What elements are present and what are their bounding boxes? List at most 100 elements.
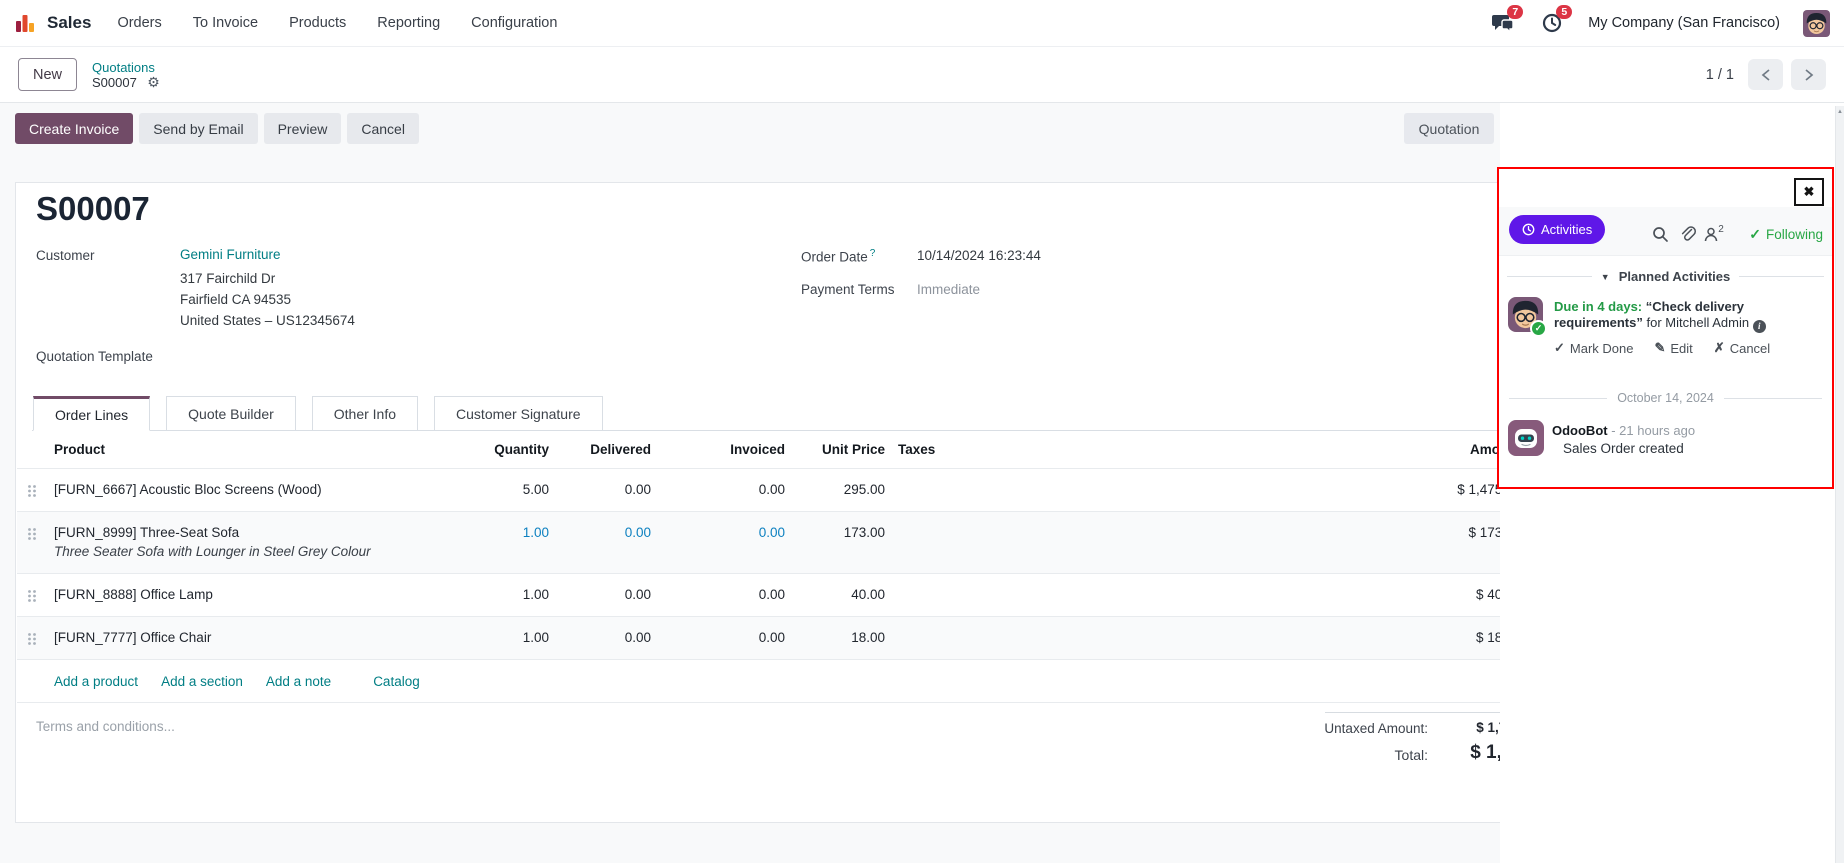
amount-cell: $ 40.00 (1475, 587, 1521, 602)
chatter-icons: 2 ✓ Following (1647, 219, 1823, 249)
nav-item-reporting[interactable]: Reporting (377, 15, 441, 31)
mark-done-button[interactable]: ✓ Mark Done (1554, 340, 1634, 356)
chatter-panel: ✖ Activities 2 ✓ Following ▼ Planned Act… (1497, 167, 1834, 489)
activities-clock-icon[interactable]: 5 (1539, 5, 1573, 36)
taxes-cell[interactable] (885, 469, 1037, 493)
edit-button[interactable]: ✎ Edit (1654, 340, 1693, 356)
stage-badge-quotation[interactable]: Quotation (1404, 113, 1494, 144)
planned-activities-header[interactable]: ▼ Planned Activities (1507, 269, 1825, 284)
activity-summary: Due in 4 days: “Check delivery requireme… (1554, 299, 1818, 333)
product-cell[interactable]: [FURN_7777] Office Chair (54, 630, 212, 645)
unit-price-cell[interactable]: 40.00 (851, 587, 885, 602)
following-button[interactable]: ✓ Following (1749, 225, 1823, 242)
invoiced-cell[interactable]: 0.00 (758, 525, 785, 540)
search-icon[interactable] (1647, 222, 1674, 246)
scroll-up-icon[interactable]: ▲ (1837, 109, 1843, 115)
delivered-cell[interactable]: 0.00 (624, 630, 651, 645)
table-footer-links: Add a product Add a section Add a note C… (17, 660, 1841, 703)
pager: 1 / 1 (1706, 59, 1826, 90)
message-author[interactable]: OdooBot (1552, 423, 1608, 438)
invoiced-cell[interactable]: 0.00 (758, 482, 785, 497)
nav-item-orders[interactable]: Orders (117, 15, 162, 31)
activity-due: Due in 4 days: (1554, 299, 1643, 314)
activity-actions: ✓ Mark Done ✎ Edit ✗ Cancel (1554, 340, 1770, 356)
delivered-cell[interactable]: 0.00 (624, 482, 651, 497)
unit-price-cell[interactable]: 295.00 (843, 482, 885, 497)
close-icon[interactable]: ✖ (1794, 178, 1824, 206)
pager-previous-button[interactable] (1748, 59, 1783, 90)
col-taxes: Taxes (898, 442, 936, 457)
top-nav: Sales Orders To Invoice Products Reporti… (0, 0, 1844, 47)
odoo-sales-app-icon[interactable] (14, 12, 36, 34)
col-product: Product (54, 442, 106, 457)
attachment-icon[interactable] (1674, 222, 1701, 246)
company-switcher[interactable]: My Company (San Francisco) (1588, 15, 1780, 31)
create-invoice-button[interactable]: Create Invoice (15, 113, 134, 144)
product-cell[interactable]: [FURN_6667] Acoustic Bloc Screens (Wood) (54, 482, 322, 497)
messages-icon[interactable]: 7 (1490, 5, 1524, 36)
activities-button[interactable]: Activities (1509, 215, 1606, 244)
breadcrumb: Quotations S00007 ⚙ (92, 60, 160, 90)
gear-icon[interactable]: ⚙ (147, 73, 160, 90)
new-button[interactable]: New (18, 58, 78, 91)
drag-handle-icon[interactable] (17, 617, 47, 646)
nav-item-configuration[interactable]: Configuration (471, 15, 558, 31)
unit-price-cell[interactable]: 18.00 (851, 630, 885, 645)
payment-terms-label: Payment Terms (801, 282, 895, 297)
invoiced-cell[interactable]: 0.00 (758, 630, 785, 645)
cancel-activity-button[interactable]: ✗ Cancel (1713, 340, 1771, 356)
add-note-link[interactable]: Add a note (265, 673, 332, 689)
cancel-button[interactable]: Cancel (347, 113, 419, 144)
quantity-cell[interactable]: 1.00 (522, 630, 549, 645)
send-by-email-button[interactable]: Send by Email (139, 113, 258, 144)
quantity-cell[interactable]: 1.00 (522, 525, 549, 540)
invoiced-cell[interactable]: 0.00 (758, 587, 785, 602)
product-cell[interactable]: [FURN_8888] Office Lamp (54, 587, 213, 602)
payment-terms-value[interactable]: Immediate (917, 282, 981, 297)
nav-item-products[interactable]: Products (289, 15, 347, 31)
customer-label: Customer (36, 248, 95, 263)
delivered-cell[interactable]: 0.00 (624, 587, 651, 602)
pager-next-button[interactable] (1791, 59, 1826, 90)
totals-divider (1325, 712, 1500, 713)
taxes-cell[interactable] (885, 617, 1037, 641)
vertical-scrollbar[interactable]: ▲ (1835, 106, 1844, 863)
drag-handle-icon[interactable] (17, 469, 47, 498)
quantity-cell[interactable]: 5.00 (522, 482, 549, 497)
user-avatar[interactable] (1803, 9, 1830, 37)
order-date-value[interactable]: 10/14/2024 16:23:44 (917, 248, 1041, 263)
odoobot-avatar (1508, 420, 1544, 456)
add-product-link[interactable]: Add a product (54, 673, 139, 689)
statusbar: Create Invoice Send by Email Preview Can… (15, 113, 419, 144)
message-body: Sales Order created (1563, 441, 1684, 456)
order-title: S00007 (36, 190, 150, 227)
breadcrumb-quotations-link[interactable]: Quotations (92, 59, 155, 75)
product-cell[interactable]: [FURN_8999] Three-Seat Sofa Three Seater… (47, 512, 437, 573)
followers-icon[interactable]: 2 (1701, 222, 1728, 246)
preview-button[interactable]: Preview (263, 113, 342, 144)
unit-price-cell[interactable]: 173.00 (843, 525, 885, 540)
quantity-cell[interactable]: 1.00 (522, 587, 549, 602)
customer-link[interactable]: Gemini Furniture (180, 247, 281, 262)
taxes-cell[interactable] (885, 574, 1037, 598)
terms-and-conditions-input[interactable]: Terms and conditions... (36, 719, 175, 734)
nav-item-to-invoice[interactable]: To Invoice (192, 15, 259, 31)
customer-address-line2: Fairfield CA 94535 (180, 292, 292, 307)
quotation-template-value[interactable] (180, 349, 480, 367)
add-section-link[interactable]: Add a section (161, 673, 243, 689)
delivered-cell[interactable]: 0.00 (624, 525, 651, 540)
tab-customer-signature[interactable]: Customer Signature (434, 396, 603, 431)
tab-other-info[interactable]: Other Info (311, 396, 419, 431)
drag-handle-icon[interactable] (17, 574, 47, 603)
pager-counter: 1 / 1 (1705, 66, 1734, 83)
messages-badge: 7 (1507, 5, 1524, 19)
tab-quote-builder[interactable]: Quote Builder (166, 396, 296, 431)
chevron-down-icon: ▼ (1600, 271, 1610, 282)
customer-address-line1: 317 Fairchild Dr (180, 271, 276, 286)
tab-order-lines[interactable]: Order Lines (33, 396, 151, 431)
order-date-label: Order Date? (801, 248, 876, 265)
drag-handle-icon[interactable] (17, 512, 47, 541)
catalog-link[interactable]: Catalog (373, 673, 420, 689)
taxes-cell[interactable] (885, 512, 1037, 536)
info-icon: i (1752, 319, 1766, 333)
